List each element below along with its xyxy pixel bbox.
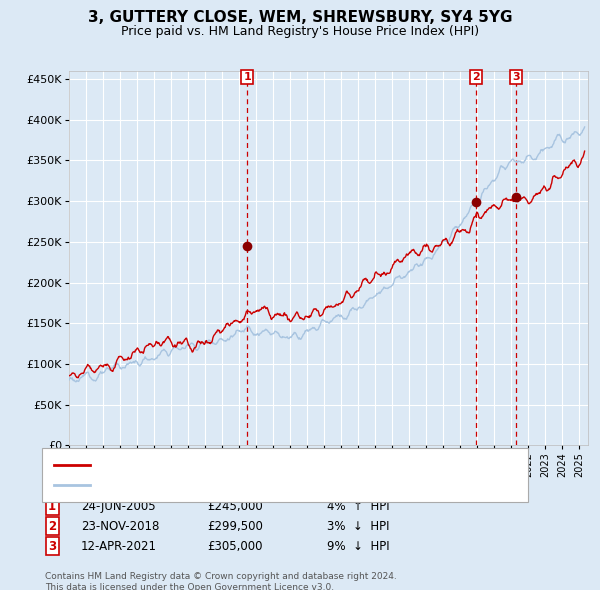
- Text: 23-NOV-2018: 23-NOV-2018: [81, 520, 160, 533]
- Text: HPI: Average price, detached house, Shropshire: HPI: Average price, detached house, Shro…: [96, 480, 357, 490]
- Text: 2: 2: [472, 73, 479, 82]
- Text: 1: 1: [244, 73, 251, 82]
- Text: 2: 2: [48, 520, 56, 533]
- Text: £299,500: £299,500: [207, 520, 263, 533]
- Text: 9%  ↓  HPI: 9% ↓ HPI: [327, 540, 389, 553]
- Text: 3: 3: [48, 540, 56, 553]
- Text: £305,000: £305,000: [207, 540, 263, 553]
- Text: £245,000: £245,000: [207, 500, 263, 513]
- Text: Contains HM Land Registry data © Crown copyright and database right 2024.
This d: Contains HM Land Registry data © Crown c…: [45, 572, 397, 590]
- Text: 12-APR-2021: 12-APR-2021: [81, 540, 157, 553]
- Text: 3%  ↓  HPI: 3% ↓ HPI: [327, 520, 389, 533]
- Text: 1: 1: [48, 500, 56, 513]
- Text: 24-JUN-2005: 24-JUN-2005: [81, 500, 155, 513]
- Text: 3, GUTTERY CLOSE, WEM, SHREWSBURY, SY4 5YG (detached house): 3, GUTTERY CLOSE, WEM, SHREWSBURY, SY4 5…: [96, 460, 468, 470]
- Text: 3: 3: [512, 73, 520, 82]
- Text: 4%  ↑  HPI: 4% ↑ HPI: [327, 500, 389, 513]
- Text: Price paid vs. HM Land Registry's House Price Index (HPI): Price paid vs. HM Land Registry's House …: [121, 25, 479, 38]
- Text: 3, GUTTERY CLOSE, WEM, SHREWSBURY, SY4 5YG: 3, GUTTERY CLOSE, WEM, SHREWSBURY, SY4 5…: [88, 10, 512, 25]
